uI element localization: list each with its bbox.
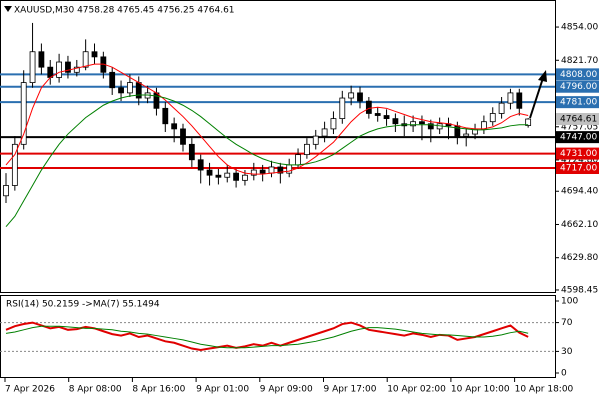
level-label-box xyxy=(556,68,599,81)
candle-body xyxy=(348,92,355,99)
last-price-box xyxy=(556,113,599,126)
y-tick-label: 4629.80 xyxy=(561,253,598,263)
candle-body xyxy=(3,185,9,197)
chart-title: XAUUSD,M30 4758.28 4765.45 4756.25 4764.… xyxy=(14,6,235,16)
candle-body xyxy=(295,154,301,166)
moving-average xyxy=(5,63,529,175)
candle-body xyxy=(303,143,310,156)
candle-body xyxy=(29,51,36,84)
y-tick-label: 4694.40 xyxy=(561,187,598,197)
candle-body xyxy=(419,121,425,125)
candle-body xyxy=(516,92,523,109)
candle-body xyxy=(206,169,213,176)
candle-body xyxy=(224,172,231,178)
y-tick-label: 4662.10 xyxy=(561,220,598,230)
dropdown-icon xyxy=(4,6,12,12)
y-tick-label: 100 xyxy=(561,297,578,307)
candle-body xyxy=(339,97,346,120)
candle-body xyxy=(233,172,240,181)
y-tick-label: 4821.70 xyxy=(561,56,598,66)
level-label-box xyxy=(556,147,599,160)
x-tick-label: 10 Apr 18:00 xyxy=(515,385,574,395)
arrow xyxy=(529,77,544,119)
candle-body xyxy=(374,113,381,116)
candle-body xyxy=(321,128,328,137)
candle-body xyxy=(65,61,71,73)
candle-body xyxy=(118,87,124,94)
y-tick-label: 70 xyxy=(561,318,573,328)
candle-body xyxy=(56,61,62,78)
level-label: 4747.00 xyxy=(560,133,597,143)
level-label: 4731.00 xyxy=(560,149,597,159)
candle-body xyxy=(127,82,133,94)
y-tick-label: 4724.80 xyxy=(561,155,598,165)
level-label-box xyxy=(556,80,599,93)
candle-body xyxy=(162,107,169,125)
candle-body xyxy=(91,51,98,58)
candle-body xyxy=(463,133,470,137)
level-label: 4808.00 xyxy=(560,70,597,80)
candle-body xyxy=(11,143,18,186)
candle-body xyxy=(427,123,434,130)
candle-body xyxy=(480,121,487,130)
x-tick-label: 8 Apr 08:00 xyxy=(69,385,122,395)
x-tick-label: 9 Apr 17:00 xyxy=(324,385,377,395)
candle-body xyxy=(489,113,496,123)
candle-body xyxy=(215,174,222,178)
y-tick-label: 4598.45 xyxy=(561,285,598,295)
level-label: 4781.00 xyxy=(560,98,597,108)
candle-body xyxy=(180,128,186,145)
candle-body xyxy=(73,66,80,73)
level-label: 4796.00 xyxy=(560,82,597,92)
candle-body xyxy=(109,71,116,89)
candle-body xyxy=(38,51,45,68)
candle-body xyxy=(20,82,27,145)
candle-body xyxy=(410,121,417,127)
candle-body xyxy=(277,166,284,174)
level-label: 4717.00 xyxy=(560,163,597,173)
candle-body xyxy=(312,135,319,145)
moving-average xyxy=(5,94,529,227)
x-tick-label: 7 Apr 2026 xyxy=(5,385,55,395)
candle-body xyxy=(525,118,532,126)
rsi-title: RSI(14) 50.2159 ->MA(7) 55.1494 xyxy=(6,300,160,310)
main-frame xyxy=(0,0,556,293)
candle-body xyxy=(365,100,372,114)
candle-body xyxy=(286,164,293,174)
candle-body xyxy=(250,169,257,176)
last-price-label: 4764.61 xyxy=(560,115,597,125)
candle-body xyxy=(188,143,195,161)
x-tick-label: 9 Apr 01:00 xyxy=(196,385,249,395)
candle-body xyxy=(82,51,89,68)
candle-body xyxy=(242,174,248,181)
arrow-head xyxy=(538,70,547,82)
level-label-box xyxy=(556,96,599,109)
rsi-line xyxy=(5,325,529,349)
candle-body xyxy=(153,92,160,109)
candle-body xyxy=(392,118,399,125)
candle-body xyxy=(357,92,363,102)
x-tick-label: 10 Apr 02:00 xyxy=(387,385,446,395)
candle-body xyxy=(171,123,178,130)
x-tick-label: 8 Apr 16:00 xyxy=(132,385,185,395)
candle-body xyxy=(259,169,266,174)
candle-body xyxy=(383,115,390,120)
candle-body xyxy=(498,102,505,114)
y-tick-label: 0 xyxy=(561,369,567,379)
level-label-box xyxy=(556,161,599,174)
candle-body xyxy=(197,159,204,171)
candle-body xyxy=(507,92,514,104)
x-tick-label: 10 Apr 10:00 xyxy=(451,385,510,395)
y-tick-label: 4854.00 xyxy=(561,23,598,33)
y-tick-label: 4757.05 xyxy=(561,122,598,132)
candle-body xyxy=(135,82,142,99)
x-tick-label: 9 Apr 09:00 xyxy=(260,385,313,395)
candle-body xyxy=(268,166,275,174)
y-tick-label: 30 xyxy=(561,347,573,357)
candle-body xyxy=(330,118,337,130)
level-label-box xyxy=(556,131,599,144)
